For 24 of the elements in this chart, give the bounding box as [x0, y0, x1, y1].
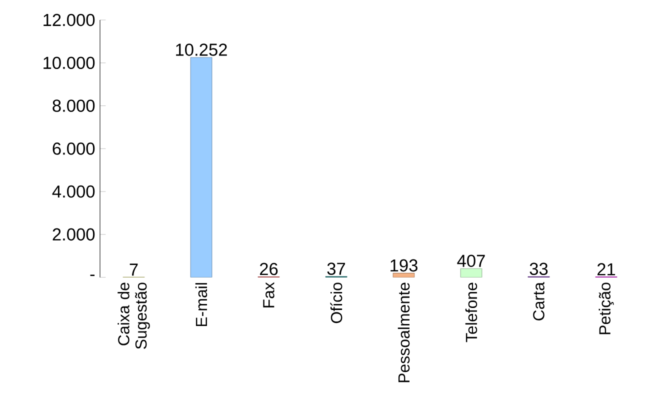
x-tick-label: Carta: [533, 282, 544, 320]
data-label: 33: [530, 262, 548, 276]
x-tick-label: Pessoalmente: [398, 282, 410, 382]
y-tick-label: 4.000: [52, 185, 95, 198]
x-tick-label: Telefone: [465, 282, 478, 342]
x-tick-label: Fax: [263, 282, 274, 308]
data-label: 37: [327, 262, 346, 275]
y-tick-label: 8.000: [52, 100, 95, 112]
y-tick-label: 6.000: [52, 142, 95, 155]
bar: [190, 57, 212, 278]
data-label: 7: [130, 264, 138, 276]
y-tick-label: 10.000: [44, 56, 95, 70]
data-label: 407: [457, 254, 485, 267]
y-tick-label: -: [90, 274, 95, 276]
data-label: 193: [390, 259, 418, 272]
y-tick-label: 2.000: [52, 228, 95, 241]
data-label: 10.252: [176, 44, 227, 56]
data-label: 21: [597, 263, 616, 276]
x-tick-label: Ofício: [330, 282, 342, 324]
x-tick-label: E-mail: [195, 283, 208, 326]
x-tick-label: Petição: [598, 282, 614, 334]
data-label: 26: [260, 262, 278, 276]
x-tick-label: Caixa de Sugestão: [118, 282, 150, 349]
y-tick-label: 12.000: [44, 14, 95, 26]
